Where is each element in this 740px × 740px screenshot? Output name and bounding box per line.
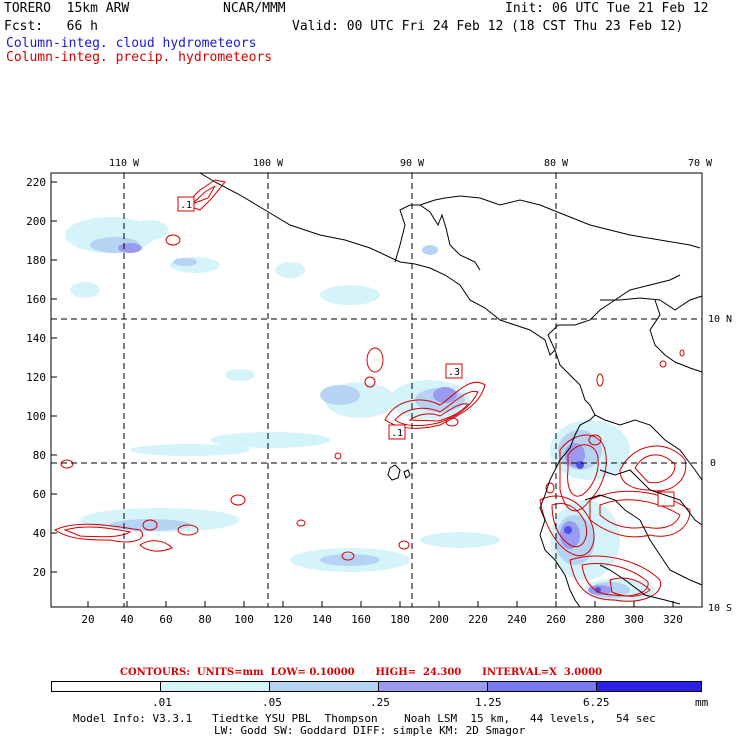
x-tick-140: 140: [312, 613, 332, 626]
y-tick-180: 180: [26, 254, 46, 267]
y-tick-60: 60: [33, 488, 46, 501]
colorbar-bin-1: [52, 682, 161, 691]
x-tick-220: 220: [468, 613, 488, 626]
field-cloud-label: Column-integ. cloud hydrometeors: [6, 36, 257, 51]
x-tick-60: 60: [159, 613, 172, 626]
x-tick-320: 320: [663, 613, 683, 626]
y-tick-80: 80: [33, 449, 46, 462]
lat-lon-grid: [51, 173, 702, 607]
x-tick-100: 100: [234, 613, 254, 626]
contour-label-3: .1: [391, 428, 403, 439]
organization: NCAR/MMM: [223, 1, 286, 16]
contour-label-1: .1: [180, 200, 192, 211]
x-tick-40: 40: [120, 613, 133, 626]
lat-label-10s: 10 S: [708, 603, 732, 614]
lon-label-110w: 110 W: [109, 158, 140, 169]
x-tick-80: 80: [198, 613, 211, 626]
x-tick-280: 280: [585, 613, 605, 626]
lon-label-80w: 80 W: [544, 158, 569, 169]
colorbar-bin-4: [379, 682, 488, 691]
top-lon-labels: 110 W 100 W 90 W 80 W 70 W: [109, 158, 713, 169]
x-tick-180: 180: [390, 613, 410, 626]
y-tick-100: 100: [26, 410, 46, 423]
colorbar-units: mm: [695, 696, 709, 709]
lon-label-90w: 90 W: [400, 158, 425, 169]
colorbar-label-5: 6.25: [583, 696, 610, 709]
x-tick-240: 240: [507, 613, 527, 626]
colorbar-bin-6: [597, 682, 701, 691]
contour-label-boxes: [177, 196, 675, 507]
colorbar-bin-5: [488, 682, 597, 691]
x-tick-160: 160: [351, 613, 371, 626]
cloud-hydrometeors: [65, 217, 655, 602]
field-precip-label: Column-integ. precip. hydrometeors: [6, 50, 273, 65]
contour-info: CONTOURS: UNITS=mm LOW= 0.10000 HIGH= 24…: [120, 667, 603, 678]
colorbar-bin-2: [161, 682, 270, 691]
valid-time: Valid: 00 UTC Fri 24 Feb 12 (18 CST Thu …: [292, 19, 684, 34]
colorbar-label-4: 1.25: [475, 696, 502, 709]
init-time: Init: 06 UTC Tue 21 Feb 12: [505, 1, 709, 16]
lon-label-70w: 70 W: [688, 158, 713, 169]
colorbar-label-3: .25: [370, 696, 390, 709]
x-tick-260: 260: [546, 613, 566, 626]
x-tick-120: 120: [273, 613, 293, 626]
lon-label-100w: 100 W: [253, 158, 284, 169]
forecast-hour: Fcst: 66 h: [4, 19, 98, 34]
y-tick-20: 20: [33, 566, 46, 579]
y-tick-120: 120: [26, 371, 46, 384]
colorbar-label-1: .01: [152, 696, 172, 709]
y-tick-40: 40: [33, 527, 46, 540]
model-name: TORERO 15km ARW: [4, 1, 130, 16]
colorbar-bin-3: [270, 682, 379, 691]
model-info-line2: LW: Godd SW: Goddard DIFF: simple KM: 2D…: [214, 724, 526, 737]
x-tick-300: 300: [624, 613, 644, 626]
colorbar-label-2: .05: [262, 696, 282, 709]
precip-hydrometeor-contours: [54, 179, 691, 602]
y-tick-220: 220: [26, 176, 46, 189]
colorbar: [51, 681, 702, 692]
lat-label-0: 0: [710, 458, 716, 469]
contour-label-2: .3: [448, 367, 460, 378]
bottom-ticks: [87, 601, 674, 607]
bottom-tick-labels: 20 40 60 80 100 120 140 160 180 200 220 …: [81, 613, 683, 626]
right-lat-labels: 10 N 0 10 S: [708, 314, 732, 614]
model-info-line1: Model Info: V3.3.1 Tiedtke YSU PBL Thomp…: [73, 712, 656, 725]
y-tick-160: 160: [26, 293, 46, 306]
x-tick-200: 200: [429, 613, 449, 626]
y-tick-140: 140: [26, 332, 46, 345]
lat-label-10n: 10 N: [708, 314, 732, 325]
y-tick-200: 200: [26, 215, 46, 228]
x-tick-20: 20: [81, 613, 94, 626]
left-tick-labels: 220 200 180 160 140 120 100 80 60 40 20: [26, 176, 46, 579]
left-ticks: [51, 181, 57, 573]
coastlines: [199, 172, 703, 608]
